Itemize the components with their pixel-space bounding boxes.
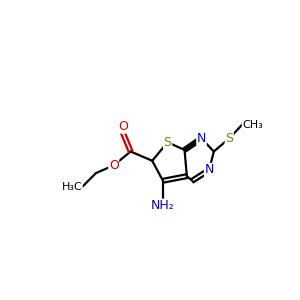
Text: CH₃: CH₃ bbox=[242, 119, 263, 130]
Text: S: S bbox=[225, 132, 233, 145]
Text: O: O bbox=[109, 159, 118, 172]
Text: N: N bbox=[205, 164, 214, 176]
Text: O: O bbox=[118, 120, 128, 133]
Text: H₃C: H₃C bbox=[61, 182, 82, 192]
Text: N: N bbox=[197, 132, 206, 145]
Text: S: S bbox=[164, 136, 172, 149]
Text: NH₂: NH₂ bbox=[151, 199, 175, 212]
